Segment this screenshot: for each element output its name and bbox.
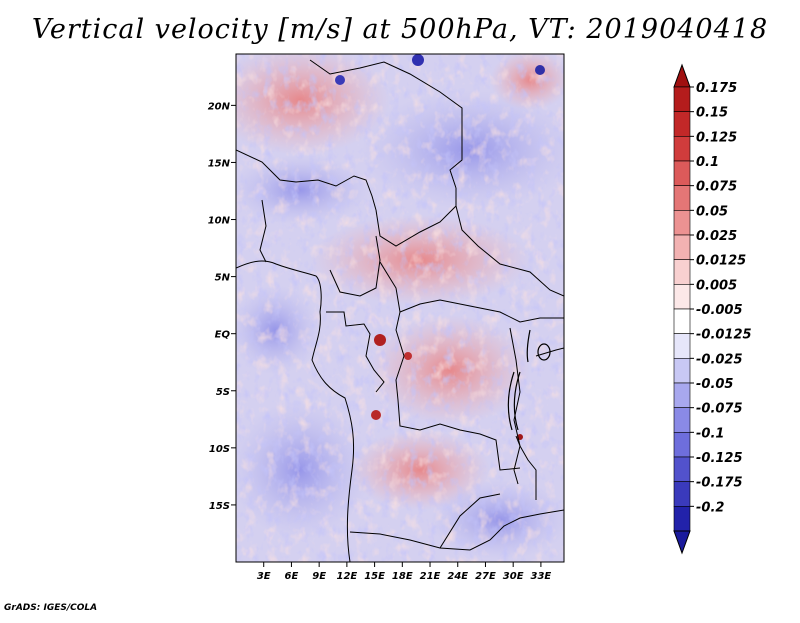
colorbar-swatch bbox=[673, 136, 691, 162]
colorbar-swatch bbox=[673, 432, 691, 458]
colorbar-label: 0.025 bbox=[696, 229, 737, 244]
lon-tick-label: 33E bbox=[531, 571, 552, 582]
lat-tick-label: 5N bbox=[215, 273, 231, 284]
colorbar-swatch bbox=[673, 506, 691, 532]
colorbar-label: 0.15 bbox=[696, 106, 728, 121]
colorbar-label: -0.005 bbox=[696, 303, 743, 318]
colorbar-label: -0.125 bbox=[696, 451, 743, 466]
colorbar-label: 0.1 bbox=[696, 155, 719, 170]
latitude-axis: 20N 15N 10N 5N EQ 5S 10S 15S bbox=[208, 101, 236, 512]
longitude-axis: 3E 6E 9E 12E 15E 18E 21E 24E 27E 30E 33E bbox=[257, 562, 552, 582]
map-title: Vertical velocity [m/s] at 500hPa, VT: 2… bbox=[31, 14, 769, 45]
colorbar-label: -0.05 bbox=[696, 377, 733, 392]
colorbar-label: -0.075 bbox=[696, 402, 743, 417]
colorbar-swatch bbox=[673, 284, 691, 310]
lon-tick-label: 18E bbox=[392, 571, 413, 582]
colorbar-swatch bbox=[673, 333, 691, 359]
colorbar-swatch bbox=[673, 185, 691, 211]
lat-tick-label: EQ bbox=[215, 330, 231, 341]
lon-tick-label: 27E bbox=[475, 571, 496, 582]
country-borders bbox=[236, 59, 564, 562]
colorbar-swatch bbox=[673, 86, 691, 112]
colorbar-top-triangle bbox=[673, 63, 691, 88]
colorbar-label: 0.05 bbox=[696, 204, 728, 219]
lon-tick-label: 24E bbox=[447, 571, 468, 582]
colorbar-label: -0.2 bbox=[696, 500, 724, 515]
colorbar-swatch bbox=[673, 111, 691, 137]
grads-credit: GrADS: IGES/COLA bbox=[4, 603, 98, 613]
colorbar-label: -0.0125 bbox=[696, 328, 752, 343]
colorbar-swatch bbox=[673, 259, 691, 285]
colorbar-swatch bbox=[673, 358, 691, 384]
colorbar-label: 0.0125 bbox=[696, 254, 746, 269]
lat-tick-label: 10S bbox=[209, 444, 230, 455]
colorbar-label: 0.125 bbox=[696, 130, 737, 145]
colorbar-swatch bbox=[673, 160, 691, 186]
lat-tick-label: 15N bbox=[208, 158, 231, 169]
colorbar-swatch bbox=[673, 234, 691, 260]
colorbar-label: -0.175 bbox=[696, 476, 743, 491]
lakes bbox=[507, 329, 551, 431]
colorbar-label: 0.075 bbox=[696, 180, 737, 195]
lat-tick-label: 20N bbox=[208, 101, 231, 112]
lon-tick-label: 9E bbox=[312, 571, 326, 582]
lon-tick-label: 3E bbox=[257, 571, 271, 582]
lon-tick-label: 12E bbox=[336, 571, 357, 582]
lat-tick-label: 10N bbox=[208, 216, 231, 227]
velocity-field bbox=[236, 54, 564, 562]
map-frame bbox=[235, 53, 565, 563]
lat-tick-label: 15S bbox=[209, 501, 230, 512]
colorbar-label: -0.1 bbox=[696, 426, 724, 441]
colorbar-swatch bbox=[673, 481, 691, 507]
colorbar-label: 0.175 bbox=[696, 81, 737, 96]
lon-tick-label: 15E bbox=[364, 571, 385, 582]
colorbar-swatch bbox=[673, 407, 691, 433]
colorbar: 0.175 0.15 0.125 0.1 0.075 0.05 0.025 0.0125 0.0… bbox=[673, 63, 752, 555]
lat-tick-label: 5S bbox=[216, 387, 230, 398]
colorbar-label: 0.005 bbox=[696, 278, 737, 293]
colorbar-swatch bbox=[673, 308, 691, 334]
colorbar-swatch bbox=[673, 456, 691, 482]
lon-tick-label: 21E bbox=[420, 571, 441, 582]
colorbar-label: -0.025 bbox=[696, 352, 743, 367]
colorbar-swatch bbox=[673, 210, 691, 236]
lon-tick-label: 6E bbox=[285, 571, 299, 582]
colorbar-bottom-triangle bbox=[673, 530, 691, 555]
lon-tick-label: 30E bbox=[503, 571, 524, 582]
colorbar-swatch bbox=[673, 382, 691, 408]
